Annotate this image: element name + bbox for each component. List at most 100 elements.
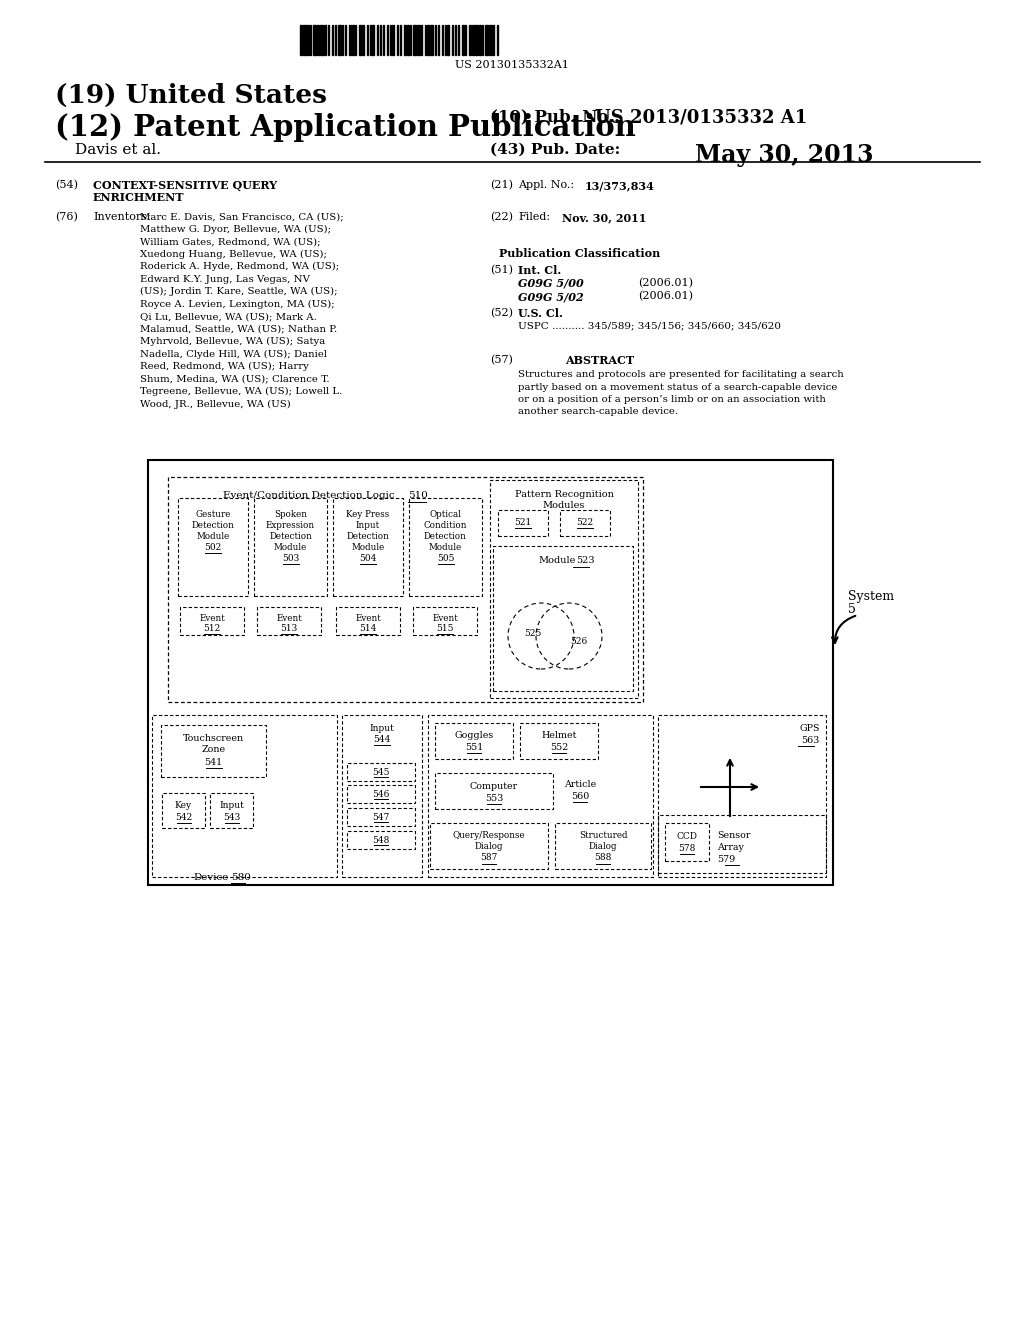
Text: Optical: Optical	[429, 510, 462, 519]
Text: 521: 521	[514, 517, 531, 527]
Bar	[407, 25, 409, 55]
Text: 525: 525	[524, 628, 542, 638]
Text: Int. Cl.: Int. Cl.	[518, 265, 561, 276]
Text: Malamud, Seattle, WA (US); Nathan P.: Malamud, Seattle, WA (US); Nathan P.	[140, 325, 337, 334]
Text: US 20130135332A1: US 20130135332A1	[455, 59, 569, 70]
Text: (US); Jordin T. Kare, Seattle, WA (US);: (US); Jordin T. Kare, Seattle, WA (US);	[140, 286, 338, 296]
Text: Appl. No.:: Appl. No.:	[518, 180, 574, 190]
Text: 512: 512	[204, 624, 220, 634]
Text: Marc E. Davis, San Francisco, CA (US);: Marc E. Davis, San Francisco, CA (US);	[140, 213, 344, 220]
Bar	[307, 25, 309, 55]
Text: G09G 5/02: G09G 5/02	[518, 290, 584, 302]
Text: (12) Patent Application Publication: (12) Patent Application Publication	[55, 114, 636, 143]
Text: May 30, 2013: May 30, 2013	[695, 143, 873, 168]
Bar	[324, 25, 326, 55]
Text: 587: 587	[480, 853, 498, 862]
Bar	[492, 25, 494, 55]
Text: 588: 588	[594, 853, 611, 862]
Text: Module: Module	[538, 556, 575, 565]
Bar	[359, 25, 361, 55]
Text: (22): (22)	[490, 213, 513, 222]
Bar	[420, 25, 422, 55]
Text: Dialog: Dialog	[475, 842, 503, 851]
Text: CONTEXT-SENSITIVE QUERY: CONTEXT-SENSITIVE QUERY	[93, 180, 278, 191]
Bar	[462, 25, 464, 55]
Bar	[161, 725, 266, 777]
Text: Computer: Computer	[470, 781, 518, 791]
Text: Condition: Condition	[424, 521, 467, 531]
Text: Structures and protocols are presented for facilitating a search: Structures and protocols are presented f…	[518, 370, 844, 379]
Text: U.S. Cl.: U.S. Cl.	[518, 308, 563, 319]
Text: partly based on a movement status of a search-capable device: partly based on a movement status of a s…	[518, 383, 838, 392]
Bar	[485, 25, 488, 55]
Text: Filed:: Filed:	[518, 213, 550, 222]
Text: Expression: Expression	[266, 521, 315, 531]
Bar	[447, 25, 449, 55]
Text: Structured: Structured	[579, 832, 628, 840]
Text: Reed, Redmond, WA (US); Harry: Reed, Redmond, WA (US); Harry	[140, 362, 309, 371]
Bar	[560, 510, 610, 536]
Text: another search-capable device.: another search-capable device.	[518, 408, 678, 417]
Bar	[313, 25, 316, 55]
Text: William Gates, Redmond, WA (US);: William Gates, Redmond, WA (US);	[140, 238, 321, 246]
Bar	[303, 25, 306, 55]
Bar	[409, 498, 482, 597]
Text: Royce A. Levien, Lexington, MA (US);: Royce A. Levien, Lexington, MA (US);	[140, 300, 335, 309]
Text: Touchscreen: Touchscreen	[183, 734, 244, 743]
Text: (51): (51)	[490, 265, 513, 276]
Text: 578: 578	[678, 843, 695, 853]
Text: Davis et al.: Davis et al.	[75, 143, 161, 157]
Bar	[479, 25, 481, 55]
Text: Device: Device	[193, 873, 228, 882]
Text: Pattern Recognition: Pattern Recognition	[515, 490, 613, 499]
Text: Article: Article	[564, 780, 596, 789]
Text: or on a position of a person’s limb or on an association with: or on a position of a person’s limb or o…	[518, 395, 826, 404]
Bar	[362, 25, 364, 55]
Text: 503: 503	[282, 554, 299, 564]
Text: 560: 560	[570, 792, 589, 801]
Bar	[336, 607, 400, 635]
Text: Inventors:: Inventors:	[93, 213, 151, 222]
Bar	[469, 25, 471, 55]
Text: Event: Event	[199, 614, 225, 623]
Bar	[417, 25, 419, 55]
Text: 545: 545	[373, 768, 390, 777]
Bar	[180, 607, 244, 635]
Text: (19) United States: (19) United States	[55, 83, 327, 108]
Bar	[372, 25, 374, 55]
Bar	[489, 25, 490, 55]
Bar	[493, 546, 633, 690]
Text: 5: 5	[848, 603, 856, 616]
Text: Roderick A. Hyde, Redmond, WA (US);: Roderick A. Hyde, Redmond, WA (US);	[140, 261, 339, 271]
Text: Zone: Zone	[202, 744, 225, 754]
Text: 513: 513	[281, 624, 298, 634]
Text: Detection: Detection	[346, 532, 389, 541]
Text: 13/373,834: 13/373,834	[585, 180, 655, 191]
Bar	[317, 25, 319, 55]
Bar	[347, 808, 415, 826]
Bar	[413, 25, 416, 55]
Text: Key Press: Key Press	[346, 510, 389, 519]
Text: 580: 580	[231, 873, 251, 882]
Text: Key: Key	[175, 801, 193, 810]
Text: GPS: GPS	[800, 723, 820, 733]
Bar	[430, 25, 433, 55]
Bar	[555, 822, 651, 869]
Text: 551: 551	[465, 743, 483, 752]
Text: G09G 5/00: G09G 5/00	[518, 279, 584, 289]
Text: Input: Input	[219, 801, 244, 810]
Bar	[342, 715, 422, 876]
Text: 515: 515	[436, 624, 454, 634]
Bar	[430, 822, 548, 869]
Bar	[352, 25, 354, 55]
Text: (21): (21)	[490, 180, 513, 190]
Bar	[300, 25, 302, 55]
Text: 544: 544	[374, 735, 391, 744]
Text: Gesture: Gesture	[196, 510, 230, 519]
Text: Goggles: Goggles	[455, 731, 494, 741]
Text: Event: Event	[432, 614, 458, 623]
Text: 563: 563	[802, 737, 820, 744]
Text: 542: 542	[175, 813, 193, 822]
Text: Sensor: Sensor	[717, 832, 751, 840]
Text: (10) Pub. No.:: (10) Pub. No.:	[490, 108, 621, 125]
